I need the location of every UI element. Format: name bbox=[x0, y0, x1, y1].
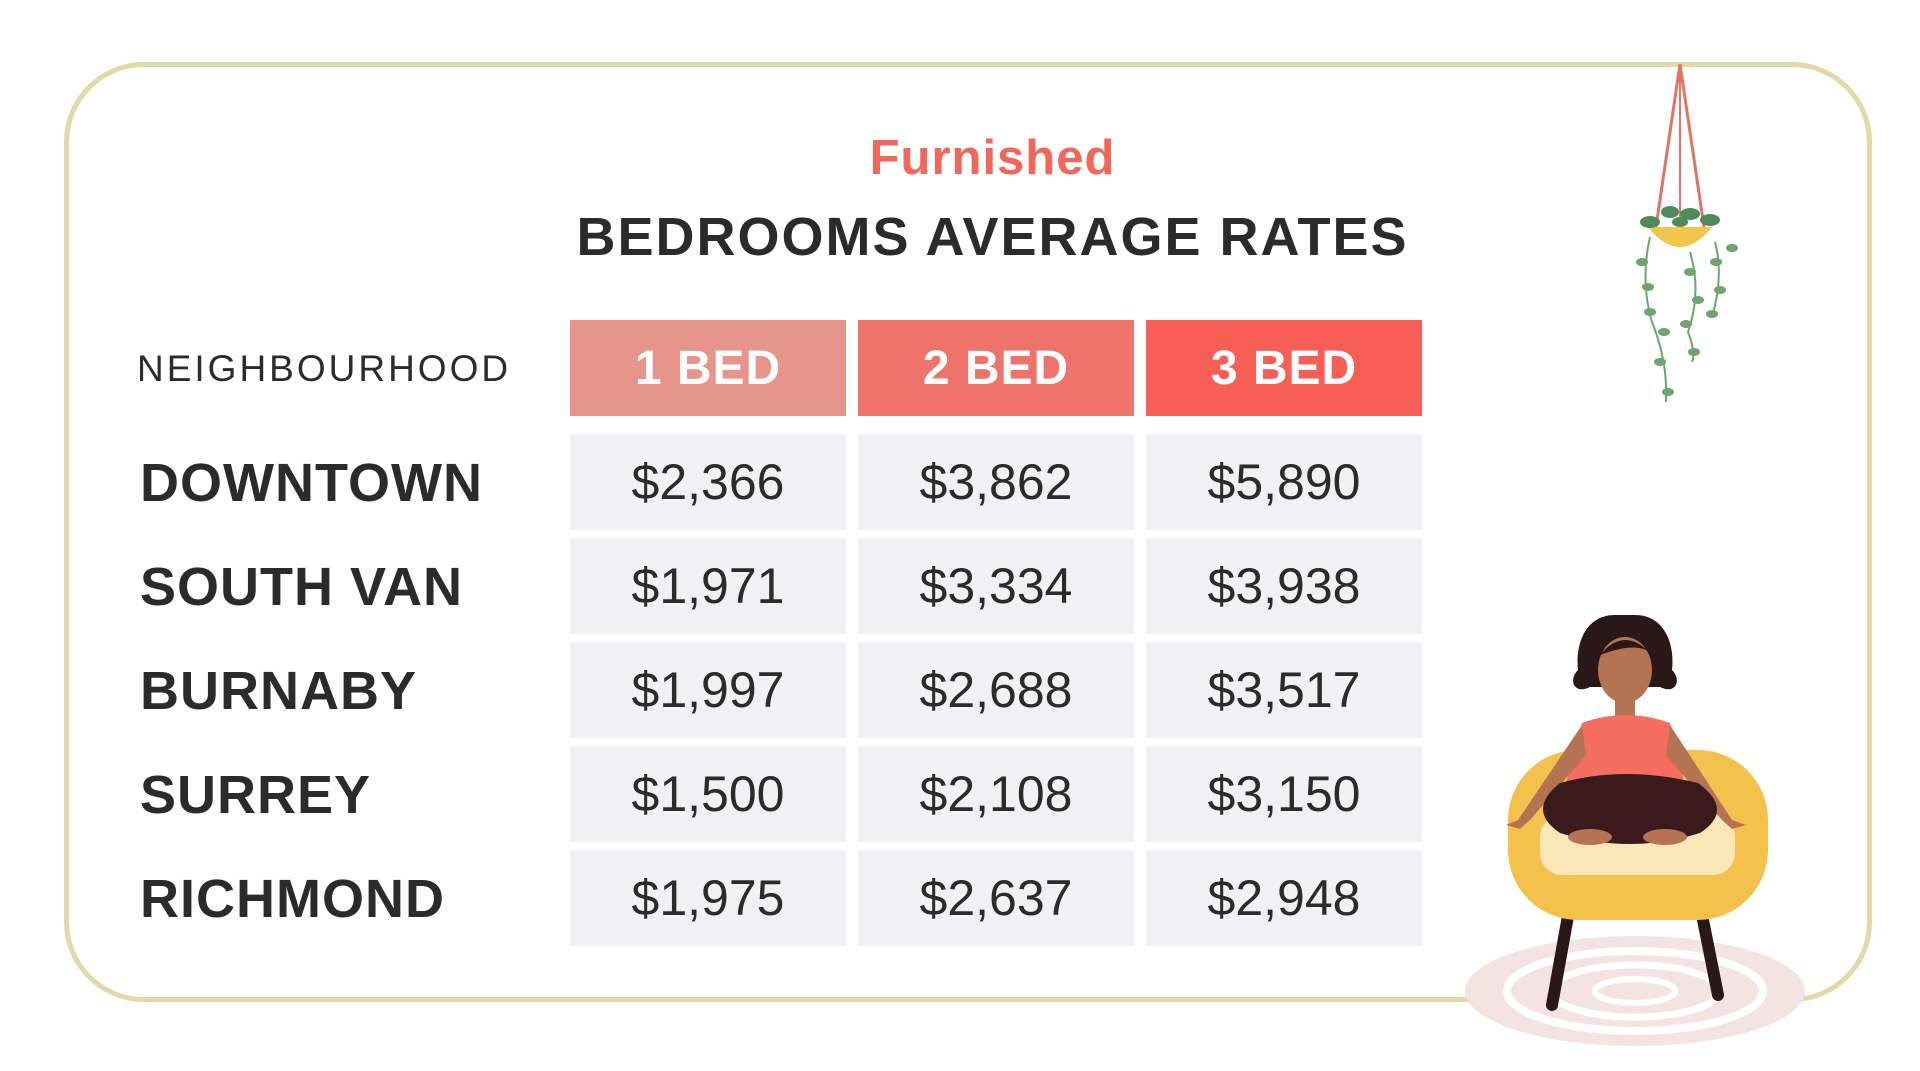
table-cell: $1,997 bbox=[570, 642, 846, 738]
column-header: 2 BED bbox=[858, 320, 1134, 416]
table-cell: $2,948 bbox=[1146, 850, 1422, 946]
meditating-woman-illustration bbox=[1465, 615, 1805, 1046]
table-cell: $2,637 bbox=[858, 850, 1134, 946]
table-cell: $3,862 bbox=[858, 434, 1134, 530]
row-header-label: NEIGHBOURHOOD bbox=[137, 348, 512, 389]
column-header: 3 BED bbox=[1146, 320, 1422, 416]
row-label: DOWNTOWN bbox=[140, 453, 483, 513]
table-cell: $2,108 bbox=[858, 746, 1134, 842]
table-cell: $2,366 bbox=[570, 434, 846, 530]
row-label: SOUTH VAN bbox=[140, 557, 464, 617]
hanging-plant-illustration bbox=[1636, 63, 1738, 403]
row-label: RICHMOND bbox=[140, 869, 445, 929]
table-cell: $5,890 bbox=[1146, 434, 1422, 530]
table-cell: $1,500 bbox=[570, 746, 846, 842]
table-cell: $3,517 bbox=[1146, 642, 1422, 738]
table-cell: $3,938 bbox=[1146, 538, 1422, 634]
row-label: SURREY bbox=[140, 765, 372, 825]
row-label: BURNABY bbox=[140, 661, 417, 721]
column-header: 1 BED bbox=[570, 320, 846, 416]
table-cell: $3,150 bbox=[1146, 746, 1422, 842]
chart-subtitle: Furnished bbox=[869, 131, 1116, 185]
table-cell: $2,688 bbox=[858, 642, 1134, 738]
table-cell: $3,334 bbox=[858, 538, 1134, 634]
table-cell: $1,975 bbox=[570, 850, 846, 946]
table-cell: $1,971 bbox=[570, 538, 846, 634]
chart-title: BEDROOMS AVERAGE RATES bbox=[576, 207, 1409, 267]
